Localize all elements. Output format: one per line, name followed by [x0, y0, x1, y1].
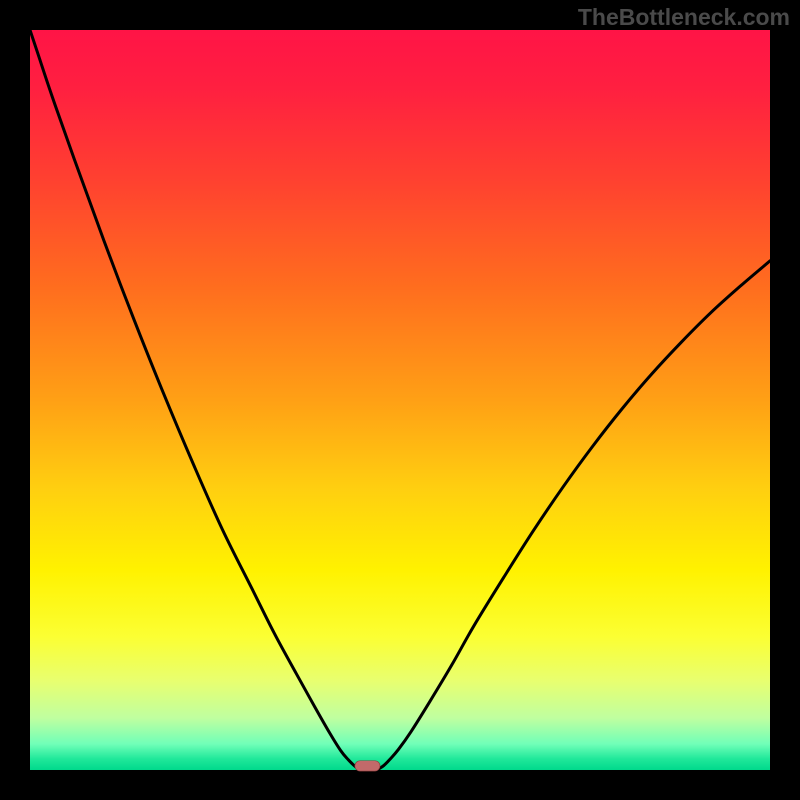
chart-canvas: TheBottleneck.com: [0, 0, 800, 800]
minimum-marker-pill: [355, 761, 380, 771]
plot-background-gradient: [30, 30, 770, 770]
watermark-text: TheBottleneck.com: [578, 4, 790, 31]
bottleneck-curve-chart: [0, 0, 800, 800]
